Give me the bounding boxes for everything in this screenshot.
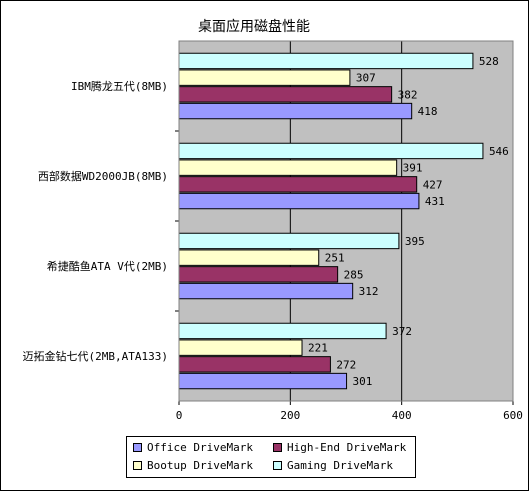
legend-swatch-gaming bbox=[273, 460, 282, 470]
bar-value-label: 546 bbox=[489, 145, 509, 158]
legend-item-bootup: Bootup DriveMark bbox=[133, 458, 253, 474]
category-label: 西部数据WD2000JB(8MB) bbox=[38, 169, 168, 183]
bar-high-end-drivemark bbox=[178, 356, 331, 373]
x-tick-label: 400 bbox=[392, 409, 412, 422]
bar-office-drivemark bbox=[178, 372, 348, 390]
category-label: IBM腾龙五代(8MB) bbox=[71, 79, 168, 93]
chart-legend: Office DriveMark High-End DriveMark Boot… bbox=[126, 436, 416, 478]
legend-item-office: Office DriveMark bbox=[133, 440, 253, 456]
legend-item-gaming: Gaming DriveMark bbox=[273, 458, 393, 474]
legend-swatch-office bbox=[133, 442, 142, 452]
bar-office-drivemark bbox=[178, 192, 420, 210]
bar-bootup-drivemark bbox=[178, 249, 320, 266]
bar-bootup-drivemark bbox=[178, 69, 351, 86]
bar-value-label: 307 bbox=[356, 72, 376, 85]
bar-value-label: 251 bbox=[325, 252, 345, 265]
bar-value-label: 427 bbox=[423, 178, 443, 191]
x-tick-label: 0 bbox=[176, 409, 183, 422]
bar-value-label: 395 bbox=[405, 235, 425, 248]
bar-office-drivemark bbox=[178, 282, 354, 300]
x-tick-label: 200 bbox=[280, 409, 300, 422]
bar-bootup-drivemark bbox=[178, 339, 303, 356]
legend-label-office: Office DriveMark bbox=[147, 441, 253, 454]
legend-item-high-end: High-End DriveMark bbox=[273, 440, 406, 456]
bar-bootup-drivemark bbox=[178, 159, 398, 176]
bar-value-label: 382 bbox=[398, 88, 418, 101]
bar-gaming-drivemark bbox=[178, 232, 400, 250]
bar-gaming-drivemark bbox=[178, 52, 474, 70]
bar-value-label: 312 bbox=[359, 285, 379, 298]
bar-high-end-drivemark bbox=[178, 266, 339, 283]
bar-high-end-drivemark bbox=[178, 176, 418, 193]
bar-value-label: 418 bbox=[418, 105, 438, 118]
category-label: 希捷酷鱼ATA V代(2MB) bbox=[47, 259, 168, 273]
bar-value-label: 391 bbox=[403, 162, 423, 175]
legend-swatch-high-end bbox=[273, 442, 282, 452]
legend-label-high-end: High-End DriveMark bbox=[287, 441, 407, 454]
bar-value-label: 372 bbox=[392, 325, 412, 338]
bar-value-label: 431 bbox=[425, 195, 445, 208]
bar-value-label: 301 bbox=[353, 375, 373, 388]
legend-label-bootup: Bootup DriveMark bbox=[147, 459, 253, 472]
bar-value-label: 285 bbox=[344, 268, 364, 281]
legend-label-gaming: Gaming DriveMark bbox=[287, 459, 393, 472]
bar-gaming-drivemark bbox=[178, 322, 387, 340]
bar-office-drivemark bbox=[178, 102, 413, 120]
bar-value-label: 221 bbox=[308, 342, 328, 355]
plot-border bbox=[178, 40, 514, 402]
category-label: 迈拓金钻七代(2MB,ATA133) bbox=[23, 349, 168, 363]
bar-high-end-drivemark bbox=[178, 86, 393, 103]
bar-gaming-drivemark bbox=[178, 142, 484, 160]
bar-value-label: 272 bbox=[336, 358, 356, 371]
x-tick-label: 600 bbox=[503, 409, 523, 422]
chart-title: 桌面应用磁盘性能 bbox=[198, 18, 310, 35]
legend-swatch-bootup bbox=[133, 460, 142, 470]
bar-value-label: 528 bbox=[479, 55, 499, 68]
